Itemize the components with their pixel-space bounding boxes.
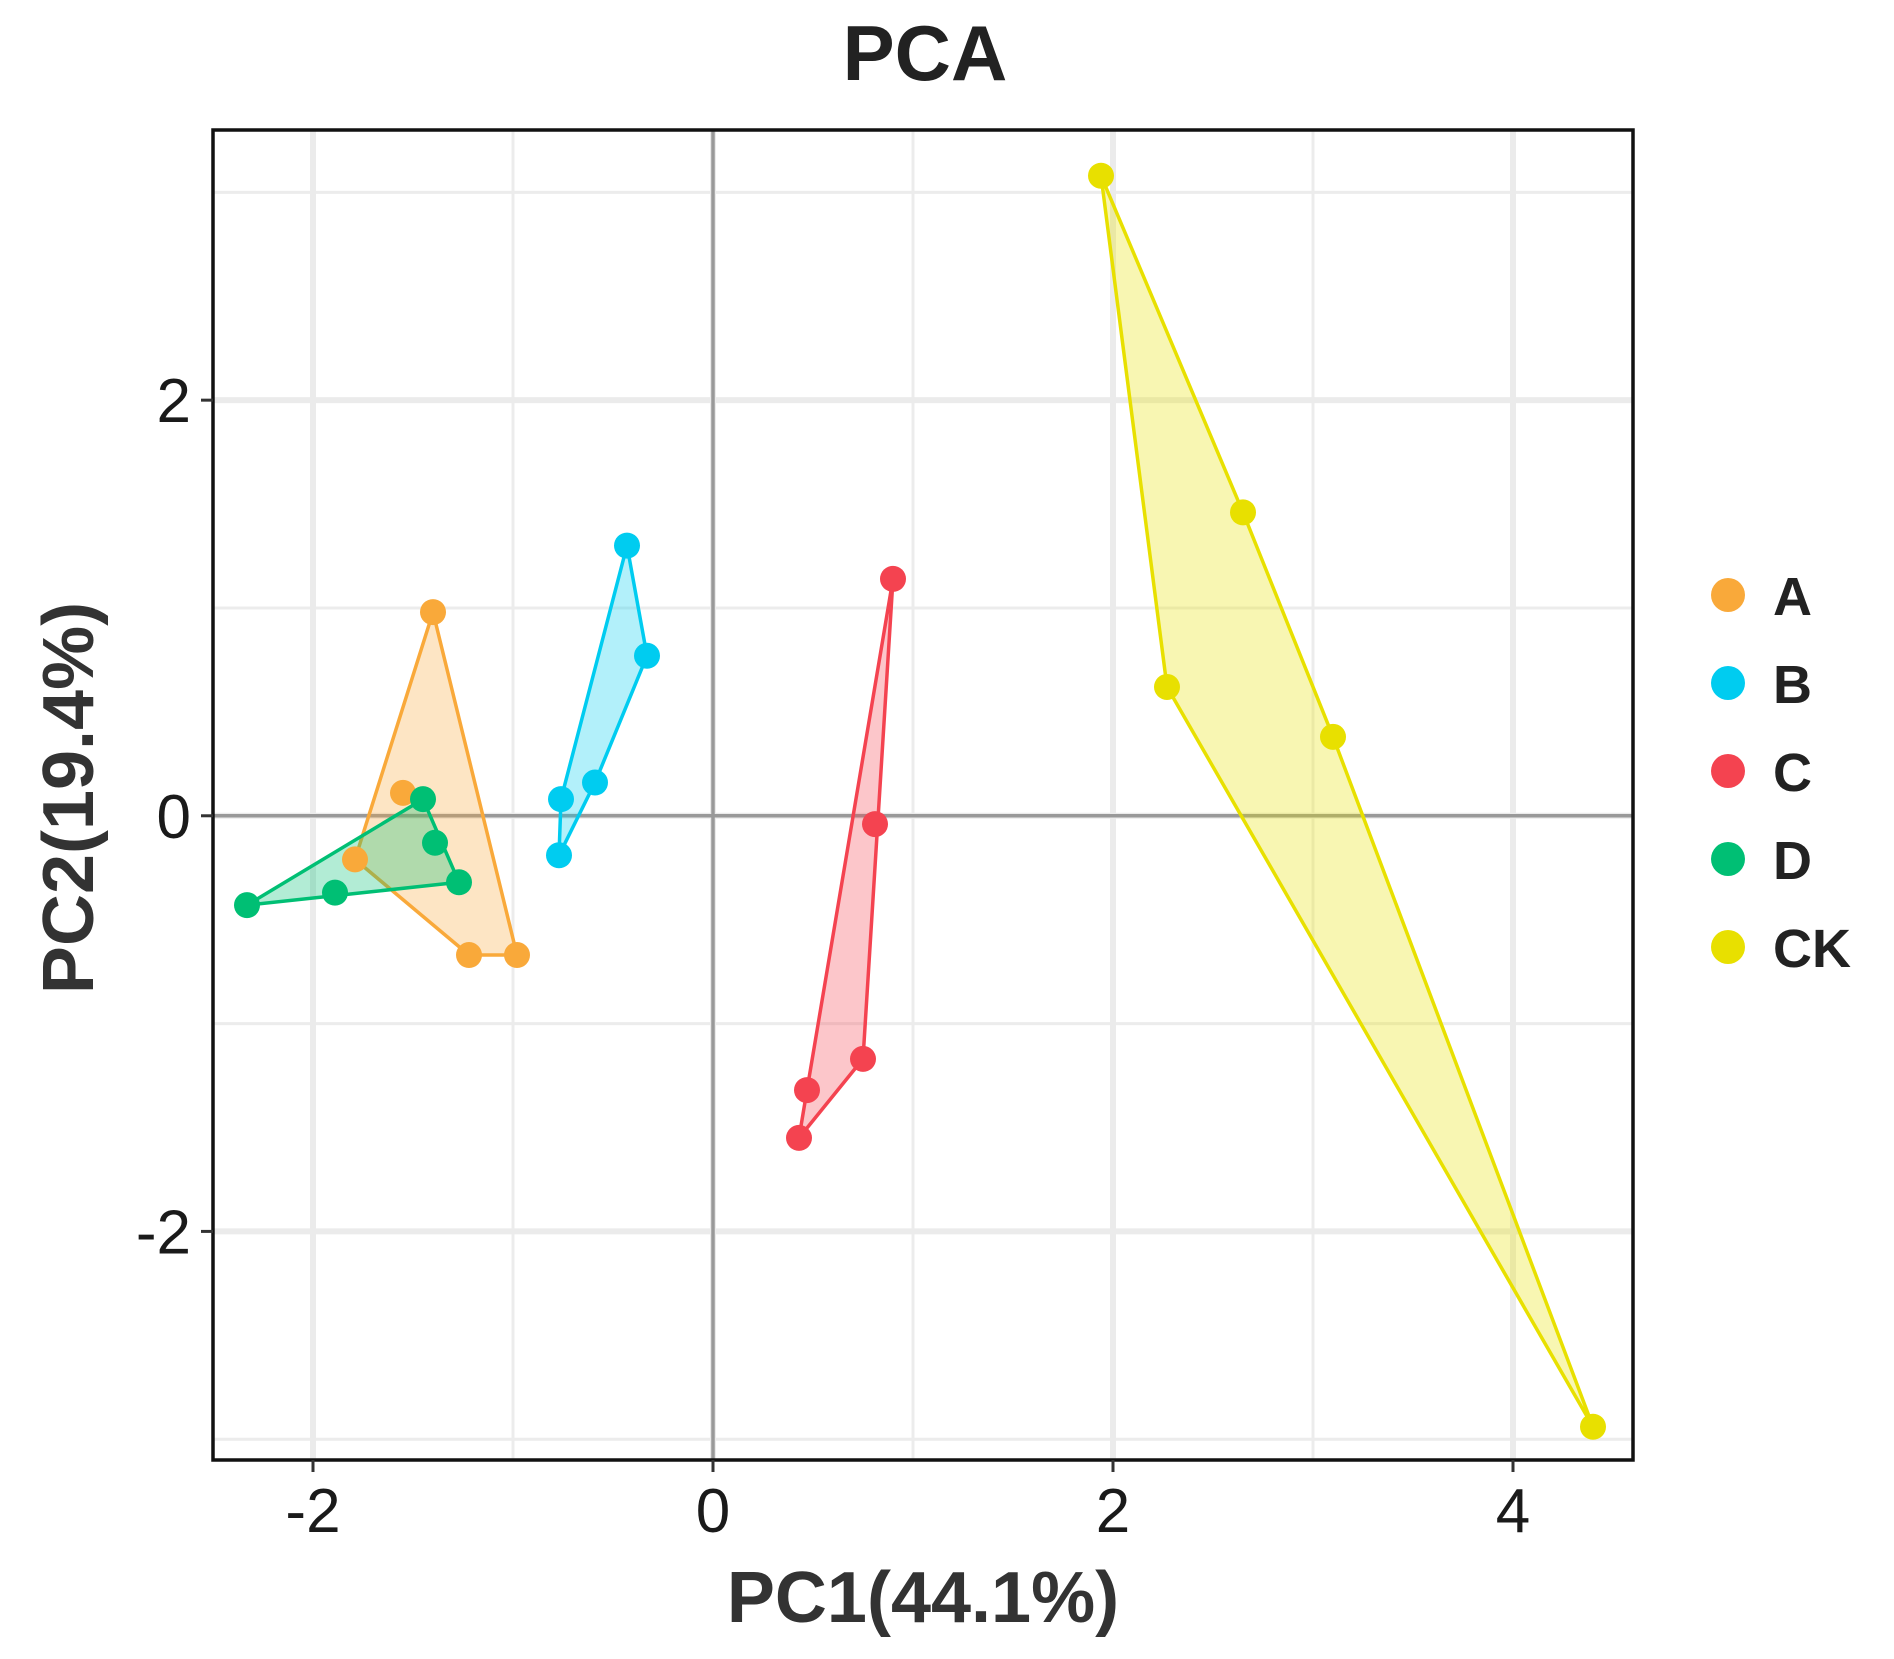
point-c	[862, 811, 888, 838]
point-b	[546, 842, 572, 869]
legend-key-c	[1711, 754, 1745, 788]
point-a	[342, 846, 368, 873]
point-b	[634, 642, 660, 669]
point-c	[794, 1077, 820, 1104]
plot-border	[211, 128, 1635, 1462]
data-points	[234, 162, 1606, 1440]
point-a	[456, 942, 482, 969]
legend-label-a: A	[1773, 567, 1812, 627]
y-tick-label: -2	[136, 1198, 191, 1267]
point-ck	[1580, 1413, 1606, 1440]
point-ck	[1088, 162, 1114, 189]
point-c	[786, 1124, 812, 1151]
legend-key-a	[1711, 578, 1745, 612]
point-ck	[1154, 673, 1180, 700]
y-axis-title: PC2(19.4%)	[29, 602, 109, 994]
point-ck	[1230, 499, 1256, 526]
chart-title: PCA	[843, 9, 1008, 97]
point-d	[410, 786, 436, 813]
point-d	[322, 879, 348, 906]
y-tick-label: 2	[157, 367, 191, 436]
point-a	[420, 599, 446, 626]
point-d	[234, 892, 260, 919]
legend-key-ck	[1711, 930, 1745, 964]
x-tick-label: 0	[696, 1477, 730, 1546]
x-tick-label: 4	[1496, 1477, 1530, 1546]
legend-label-ck: CK	[1773, 919, 1851, 979]
point-b	[582, 769, 608, 796]
point-c	[850, 1045, 876, 1072]
point-c	[880, 565, 906, 592]
plot-background	[213, 130, 1633, 1460]
point-b	[614, 532, 640, 559]
x-axis-title: PC1(44.1%)	[727, 1558, 1119, 1638]
point-a	[390, 779, 416, 806]
y-axis-ticks: -2 0 2	[136, 367, 213, 1267]
point-a	[504, 942, 530, 969]
y-tick-label: 0	[157, 783, 191, 852]
x-axis-ticks: -2 0 2 4	[285, 1460, 1530, 1546]
x-tick-label: -2	[285, 1477, 340, 1546]
point-d	[446, 869, 472, 896]
point-b	[548, 786, 574, 813]
x-tick-label: 2	[1096, 1477, 1130, 1546]
point-d	[422, 829, 448, 856]
legend-label-b: B	[1773, 655, 1812, 715]
hull-ck	[1099, 173, 1595, 1429]
legend-label-c: C	[1773, 743, 1812, 803]
legend-label-d: D	[1773, 831, 1812, 891]
point-ck	[1320, 723, 1346, 750]
reference-lines	[213, 130, 1633, 1460]
legend-key-b	[1711, 666, 1745, 700]
legend-key-d	[1711, 842, 1745, 876]
